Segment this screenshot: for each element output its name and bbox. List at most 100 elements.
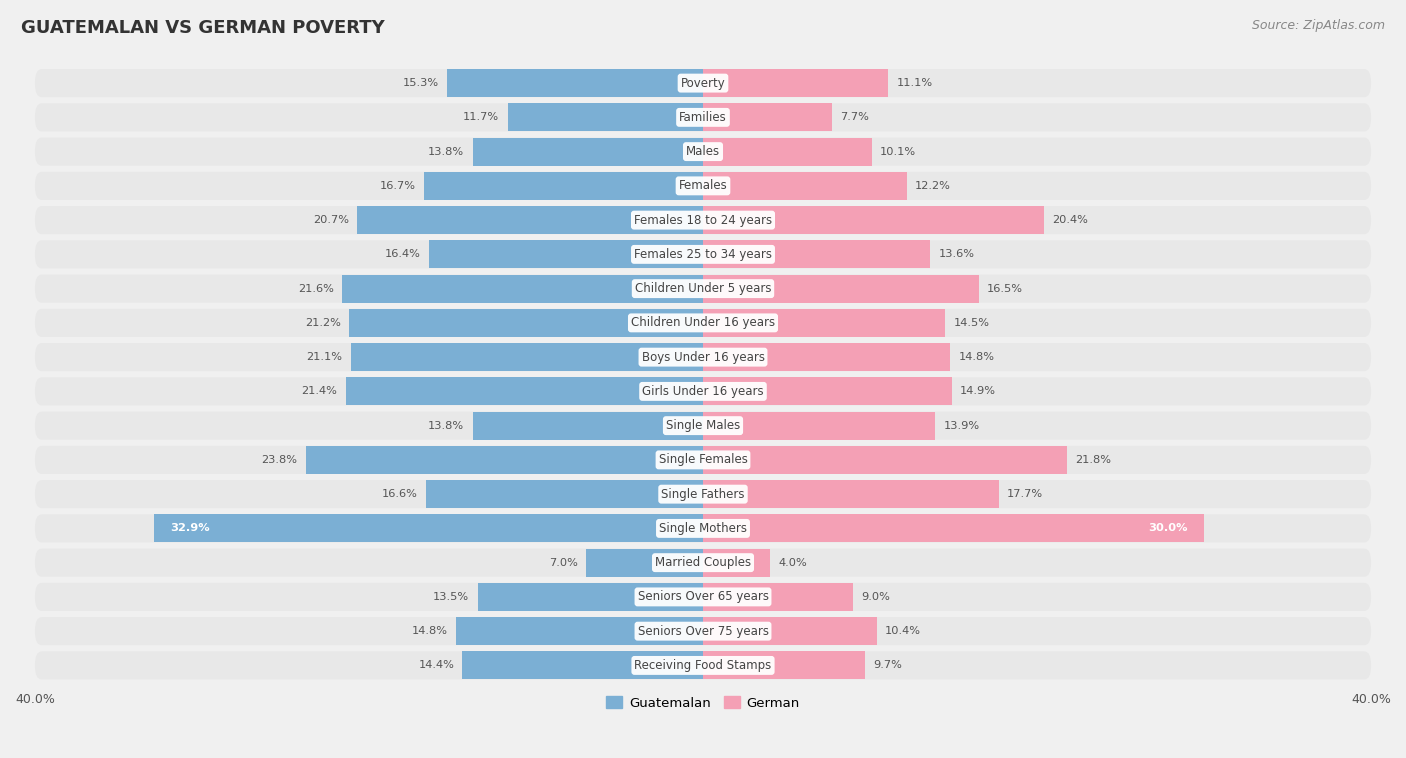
Bar bbox=[703, 172, 907, 200]
FancyBboxPatch shape bbox=[35, 549, 1371, 577]
Bar bbox=[703, 206, 1043, 234]
Bar bbox=[357, 206, 703, 234]
Text: Receiving Food Stamps: Receiving Food Stamps bbox=[634, 659, 772, 672]
Text: 16.7%: 16.7% bbox=[380, 181, 416, 191]
Text: Females: Females bbox=[679, 180, 727, 193]
FancyBboxPatch shape bbox=[35, 515, 1371, 543]
Bar bbox=[703, 480, 998, 508]
FancyBboxPatch shape bbox=[35, 480, 1371, 508]
Text: Females 18 to 24 years: Females 18 to 24 years bbox=[634, 214, 772, 227]
Text: Families: Families bbox=[679, 111, 727, 124]
FancyBboxPatch shape bbox=[35, 651, 1371, 679]
Text: 21.6%: 21.6% bbox=[298, 283, 333, 293]
Text: 21.4%: 21.4% bbox=[301, 387, 337, 396]
Text: 16.5%: 16.5% bbox=[987, 283, 1024, 293]
Text: 32.9%: 32.9% bbox=[170, 524, 209, 534]
Text: Children Under 16 years: Children Under 16 years bbox=[631, 316, 775, 330]
Text: 23.8%: 23.8% bbox=[262, 455, 297, 465]
FancyBboxPatch shape bbox=[35, 274, 1371, 302]
Bar bbox=[426, 480, 703, 508]
Bar bbox=[703, 137, 872, 166]
Bar bbox=[472, 137, 703, 166]
Bar bbox=[508, 103, 703, 131]
Bar bbox=[703, 69, 889, 97]
Text: 16.4%: 16.4% bbox=[385, 249, 420, 259]
FancyBboxPatch shape bbox=[35, 583, 1371, 611]
FancyBboxPatch shape bbox=[35, 617, 1371, 645]
Text: Single Males: Single Males bbox=[666, 419, 740, 432]
Bar bbox=[456, 617, 703, 645]
Text: Females 25 to 34 years: Females 25 to 34 years bbox=[634, 248, 772, 261]
Bar bbox=[346, 377, 703, 406]
Bar bbox=[349, 309, 703, 337]
FancyBboxPatch shape bbox=[35, 412, 1371, 440]
Legend: Guatemalan, German: Guatemalan, German bbox=[602, 691, 804, 715]
Text: 21.1%: 21.1% bbox=[307, 352, 342, 362]
Text: 14.8%: 14.8% bbox=[959, 352, 994, 362]
Text: 11.7%: 11.7% bbox=[463, 112, 499, 122]
Text: 20.7%: 20.7% bbox=[314, 215, 349, 225]
Text: Girls Under 16 years: Girls Under 16 years bbox=[643, 385, 763, 398]
Text: 7.0%: 7.0% bbox=[548, 558, 578, 568]
Bar bbox=[478, 583, 703, 611]
Text: 16.6%: 16.6% bbox=[381, 489, 418, 500]
Bar bbox=[703, 515, 1204, 543]
Bar bbox=[350, 343, 703, 371]
Text: 21.8%: 21.8% bbox=[1076, 455, 1112, 465]
Bar bbox=[703, 309, 945, 337]
FancyBboxPatch shape bbox=[35, 69, 1371, 97]
Bar bbox=[425, 172, 703, 200]
FancyBboxPatch shape bbox=[35, 137, 1371, 166]
Text: Males: Males bbox=[686, 145, 720, 158]
Text: 13.5%: 13.5% bbox=[433, 592, 470, 602]
FancyBboxPatch shape bbox=[35, 172, 1371, 200]
FancyBboxPatch shape bbox=[35, 240, 1371, 268]
FancyBboxPatch shape bbox=[35, 206, 1371, 234]
Bar bbox=[472, 412, 703, 440]
FancyBboxPatch shape bbox=[35, 446, 1371, 474]
Text: 7.7%: 7.7% bbox=[839, 112, 869, 122]
FancyBboxPatch shape bbox=[35, 343, 1371, 371]
Text: 14.4%: 14.4% bbox=[418, 660, 454, 670]
Text: Married Couples: Married Couples bbox=[655, 556, 751, 569]
FancyBboxPatch shape bbox=[35, 377, 1371, 406]
Text: Source: ZipAtlas.com: Source: ZipAtlas.com bbox=[1251, 19, 1385, 32]
Text: 9.7%: 9.7% bbox=[873, 660, 903, 670]
Text: Single Fathers: Single Fathers bbox=[661, 487, 745, 500]
Bar bbox=[703, 412, 935, 440]
Bar bbox=[463, 651, 703, 679]
Bar bbox=[703, 274, 979, 302]
Bar bbox=[703, 240, 931, 268]
Bar bbox=[703, 377, 952, 406]
Bar bbox=[342, 274, 703, 302]
Text: 14.8%: 14.8% bbox=[412, 626, 447, 636]
Text: Seniors Over 65 years: Seniors Over 65 years bbox=[637, 590, 769, 603]
Bar bbox=[703, 103, 831, 131]
Text: Single Mothers: Single Mothers bbox=[659, 522, 747, 535]
Text: 30.0%: 30.0% bbox=[1147, 524, 1187, 534]
Text: 13.6%: 13.6% bbox=[938, 249, 974, 259]
Bar bbox=[429, 240, 703, 268]
Text: Seniors Over 75 years: Seniors Over 75 years bbox=[637, 625, 769, 637]
Text: Poverty: Poverty bbox=[681, 77, 725, 89]
Bar bbox=[703, 446, 1067, 474]
Text: 13.8%: 13.8% bbox=[427, 146, 464, 157]
Text: Children Under 5 years: Children Under 5 years bbox=[634, 282, 772, 295]
Bar bbox=[703, 343, 950, 371]
Text: 11.1%: 11.1% bbox=[897, 78, 932, 88]
Bar bbox=[703, 583, 853, 611]
Text: 10.1%: 10.1% bbox=[880, 146, 917, 157]
Bar bbox=[586, 549, 703, 577]
Text: 17.7%: 17.7% bbox=[1007, 489, 1043, 500]
Bar bbox=[703, 651, 865, 679]
Text: 14.9%: 14.9% bbox=[960, 387, 997, 396]
Text: 21.2%: 21.2% bbox=[305, 318, 340, 328]
Bar bbox=[703, 617, 877, 645]
Text: GUATEMALAN VS GERMAN POVERTY: GUATEMALAN VS GERMAN POVERTY bbox=[21, 19, 385, 37]
FancyBboxPatch shape bbox=[35, 309, 1371, 337]
FancyBboxPatch shape bbox=[35, 103, 1371, 131]
Text: 14.5%: 14.5% bbox=[953, 318, 990, 328]
Text: Boys Under 16 years: Boys Under 16 years bbox=[641, 351, 765, 364]
Text: Single Females: Single Females bbox=[658, 453, 748, 466]
Text: 20.4%: 20.4% bbox=[1052, 215, 1088, 225]
